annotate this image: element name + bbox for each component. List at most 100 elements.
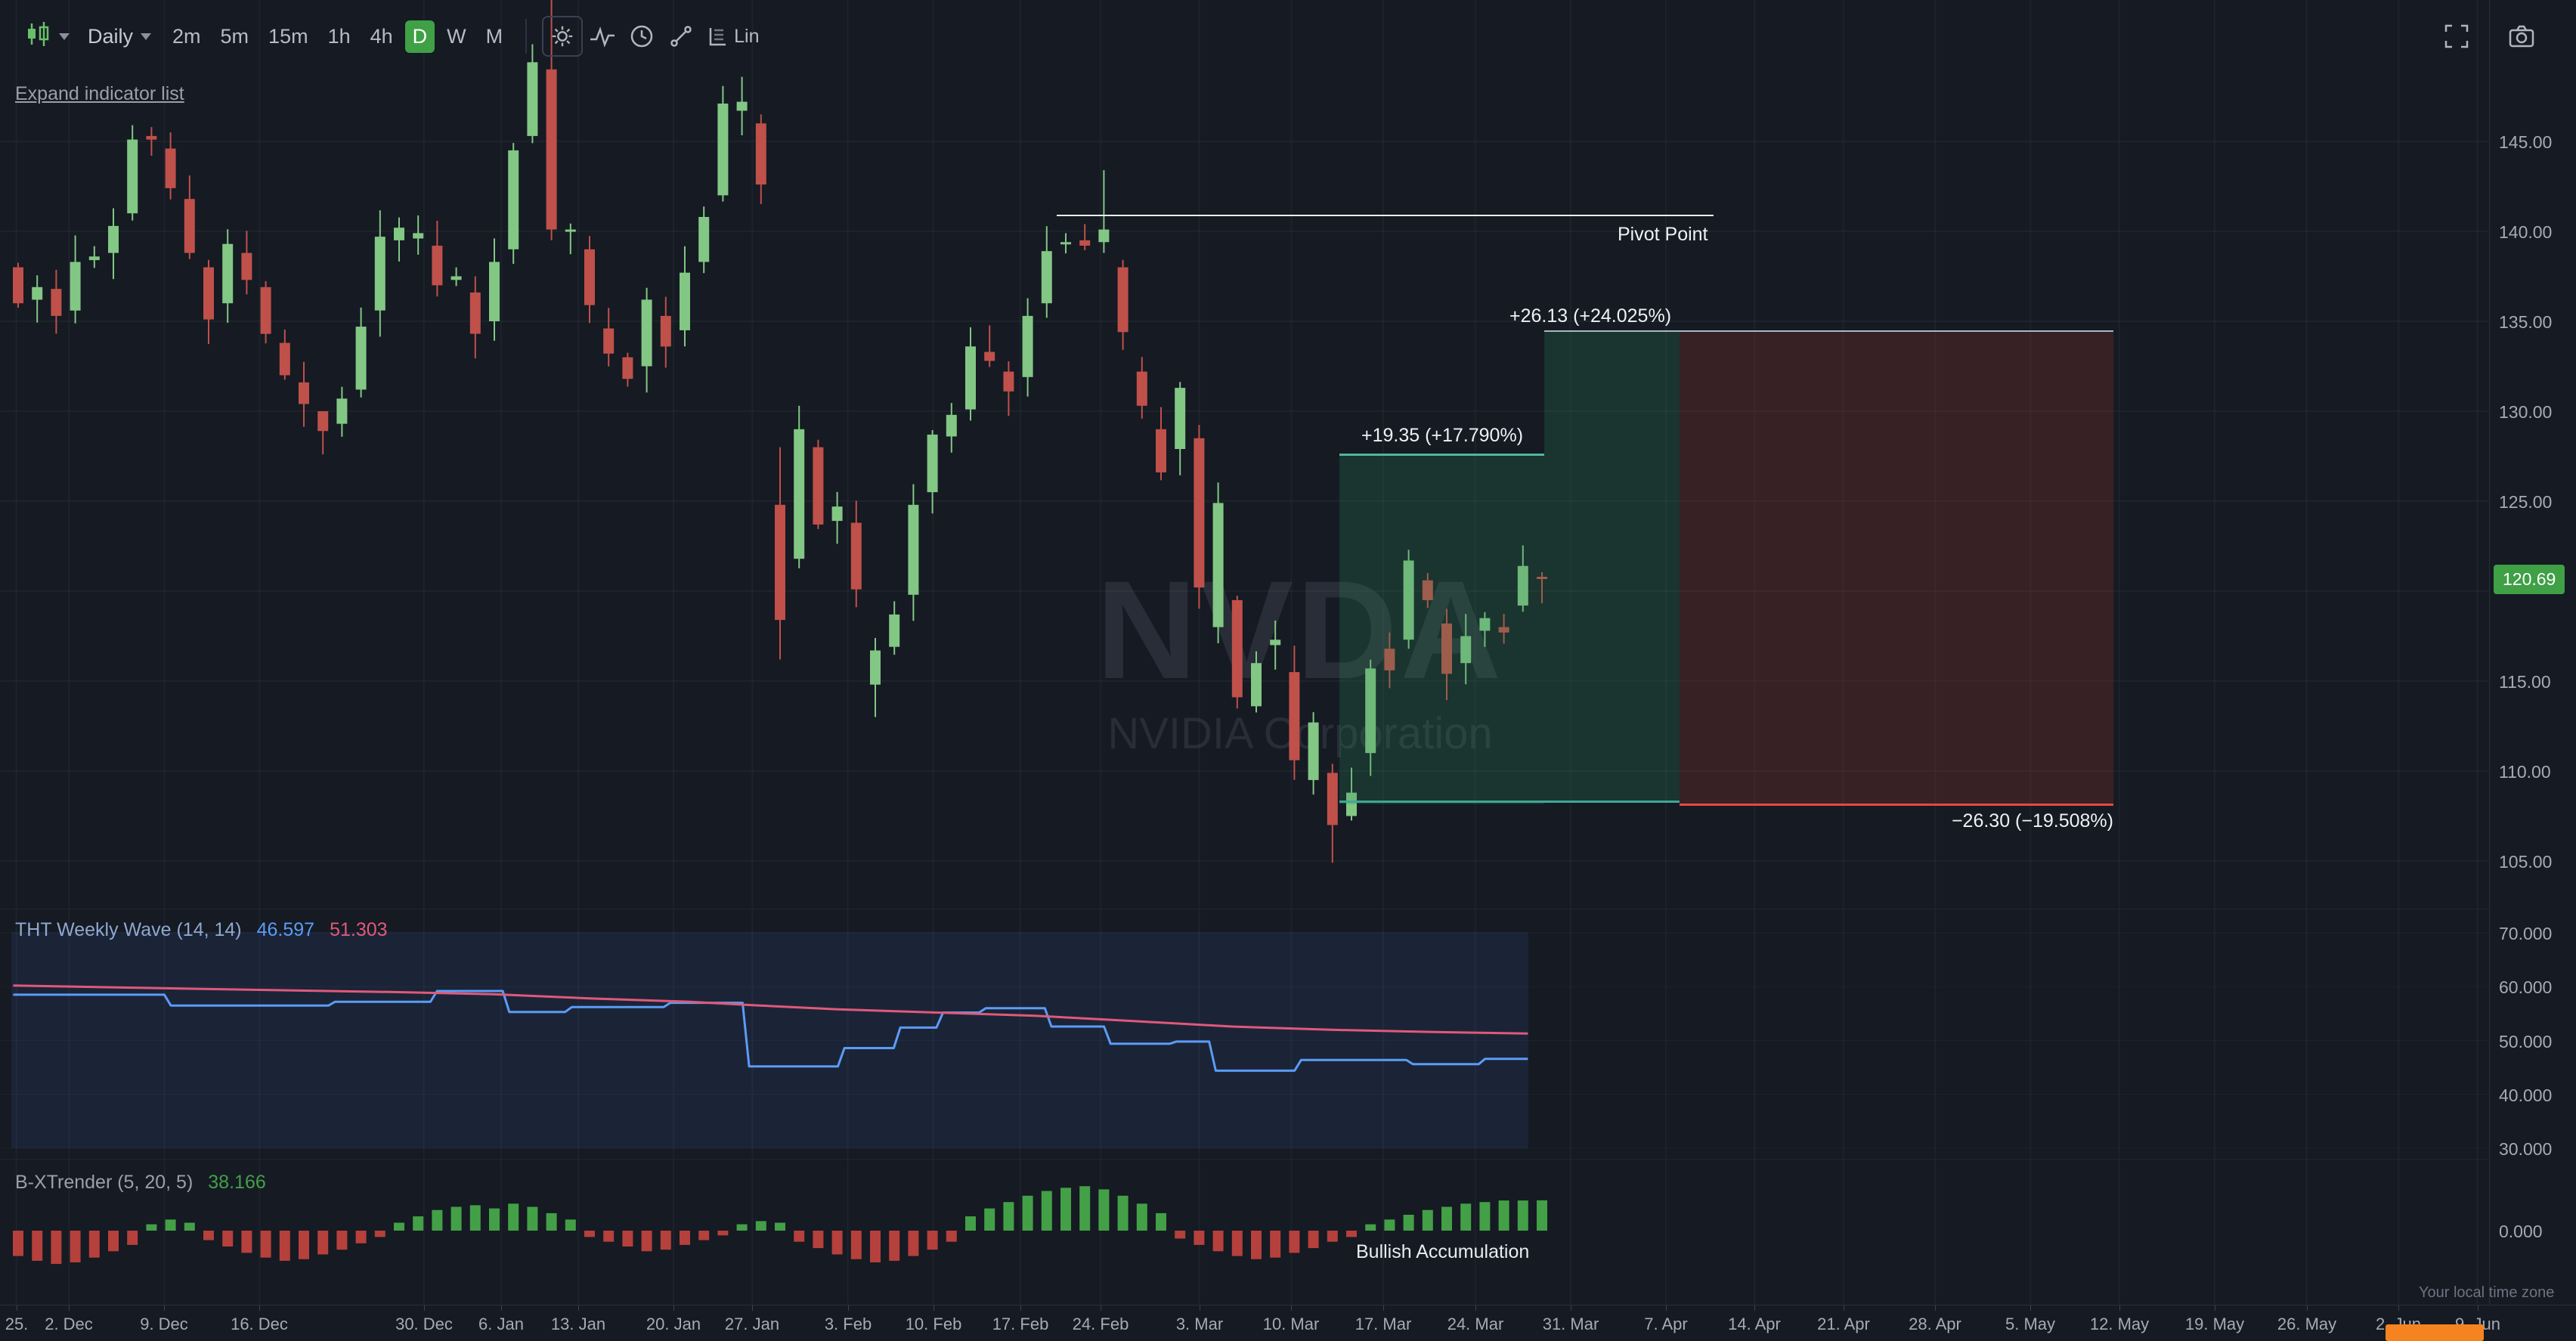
interval-button-W[interactable]: W [439, 20, 473, 53]
profit-zone-small[interactable] [1339, 454, 1544, 804]
trendline-tool-icon [667, 23, 695, 50]
price-axis[interactable]: 120.69 145.00 140.00 135.00 130.00 125.00 115… [2489, 0, 2576, 1305]
timezone-note[interactable]: Your local time zone [2419, 1284, 2555, 1301]
tht-axis-label: 30.000 [2499, 1139, 2553, 1159]
time-axis-tick [164, 1305, 165, 1311]
time-axis-label: 24. Feb [1072, 1315, 1129, 1333]
price-axis-label: 125.00 [2499, 492, 2553, 512]
time-axis-tick [578, 1305, 579, 1311]
screenshot-button[interactable] [2502, 17, 2541, 56]
interval-button-2m[interactable]: 2m [165, 20, 209, 53]
time-axis-tick [2398, 1305, 2399, 1311]
camera-icon [2508, 23, 2535, 50]
tht-signal-value: 51.303 [330, 919, 388, 940]
time-axis-label: 27. Jan [724, 1315, 780, 1333]
drawing-tool-button[interactable] [661, 17, 701, 56]
price-axis-label: 110.00 [2499, 762, 2551, 782]
time-axis-tick [933, 1305, 934, 1311]
time-axis-label: 3. Feb [824, 1315, 872, 1333]
time-axis-label: 19. May [2184, 1315, 2245, 1333]
tht-title[interactable]: THT Weekly Wave (14, 14) [15, 919, 242, 940]
time-axis-label: 16. Dec [231, 1315, 288, 1333]
tht-legend: THT Weekly Wave (14, 14) 46.597 51.303 [15, 919, 388, 941]
time-axis-label: 3. Mar [1175, 1315, 1224, 1333]
time-axis-label: 10. Feb [905, 1315, 962, 1333]
time-axis-label: 6. Jan [478, 1315, 524, 1333]
tht-wave-value: 46.597 [256, 919, 315, 940]
time-axis-tick [1383, 1305, 1384, 1311]
stop-level-line[interactable] [1680, 804, 2113, 806]
time-axis-label: 9. Dec [140, 1315, 188, 1333]
entry-level-line[interactable] [1544, 330, 2113, 332]
time-axis-tick [2119, 1305, 2120, 1311]
price-axis-label: 115.00 [2499, 672, 2551, 692]
time-axis-label: 28. Apr [1909, 1315, 1961, 1333]
base-level-line[interactable] [1339, 801, 1680, 803]
time-axis-tick [1291, 1305, 1292, 1311]
time-axis-label: 17. Mar [1355, 1315, 1412, 1333]
time-axis-tick [69, 1305, 70, 1311]
expand-indicator-list-link[interactable]: Expand indicator list [15, 83, 184, 104]
bullish-accumulation-annotation: Bullish Accumulation [1356, 1241, 1530, 1262]
bxt-legend: B-XTrender (5, 20, 5) 38.166 [15, 1172, 266, 1194]
time-axis-tick [2030, 1305, 2031, 1311]
profit-zone-large[interactable] [1544, 332, 1680, 802]
tht-axis-label: 40.000 [2499, 1085, 2553, 1105]
time-axis-label: 13. Jan [550, 1315, 606, 1333]
pulse-icon [589, 23, 616, 50]
interval-button-1h[interactable]: 1h [320, 20, 358, 53]
settings-button[interactable] [542, 16, 584, 57]
pivot-point-line[interactable] [1057, 215, 1714, 216]
fullscreen-button[interactable] [2437, 17, 2476, 56]
time-axis-tick [424, 1305, 425, 1311]
time-axis-tick [1935, 1305, 1936, 1311]
time-axis-tick [752, 1305, 753, 1311]
price-axis-label: 135.00 [2499, 312, 2553, 332]
chart-style-button[interactable] [15, 14, 79, 59]
gear-icon [550, 23, 575, 49]
chevron-down-icon [59, 33, 70, 40]
time-axis-tick [1666, 1305, 1667, 1311]
clock-icon [628, 23, 655, 50]
time-axis-label: 21. Apr [1817, 1315, 1870, 1333]
price-axis-label: 140.00 [2499, 222, 2553, 242]
interval-button-M[interactable]: M [478, 20, 511, 53]
time-axis-tick [2307, 1305, 2308, 1311]
time-axis-label: 26. May [2277, 1315, 2337, 1333]
candlestick-chart[interactable] [0, 0, 2488, 909]
time-axis-label: 24. Mar [1447, 1315, 1504, 1333]
scale-mode-button[interactable]: Lin [701, 20, 765, 54]
time-axis-tick [1020, 1305, 1021, 1311]
time-axis-label: 7. Apr [1644, 1315, 1688, 1333]
bxt-title[interactable]: B-XTrender (5, 20, 5) [15, 1172, 194, 1193]
bxt-axis-label: 0.000 [2499, 1222, 2543, 1241]
indicator-plots[interactable] [0, 0, 2488, 1341]
interval-button-D[interactable]: D [404, 20, 435, 53]
interval-button-4h[interactable]: 4h [363, 20, 401, 53]
time-axis-label: 10. Mar [1262, 1315, 1320, 1333]
scale-axis-icon [707, 26, 728, 47]
profit-large-label: +26.13 (+24.025%) [1509, 305, 1672, 327]
loss-zone[interactable] [1680, 332, 2113, 805]
toolbar-divider [525, 19, 528, 54]
indicators-button[interactable] [583, 17, 622, 56]
tht-axis-label: 60.000 [2499, 977, 2553, 998]
bxt-value: 38.166 [208, 1172, 266, 1193]
interval-dropdown[interactable]: Daily [79, 19, 160, 54]
top-toolbar: Daily 2m 5m 15m 1h 4h D W M [0, 0, 2576, 73]
tht-axis-label: 50.000 [2499, 1031, 2553, 1051]
chevron-down-icon [141, 33, 152, 40]
time-axis-label: 20. Jan [646, 1315, 701, 1333]
timeline-marker-badge[interactable] [2386, 1324, 2484, 1341]
interval-buttons: 2m 5m 15m 1h 4h D W M [165, 20, 510, 53]
time-interval-button[interactable] [622, 17, 661, 56]
interval-button-15m[interactable]: 15m [261, 20, 316, 53]
time-axis-tick [501, 1305, 502, 1311]
time-axis-tick [673, 1305, 674, 1311]
interval-button-5m[interactable]: 5m [213, 20, 257, 53]
toolbar-right-group [2437, 17, 2561, 56]
time-axis[interactable]: 25. 2. Dec 9. Dec 16. Dec 30. Dec 6. Jan 13. J… [0, 1305, 2576, 1341]
price-axis-label: 105.00 [2499, 852, 2553, 872]
